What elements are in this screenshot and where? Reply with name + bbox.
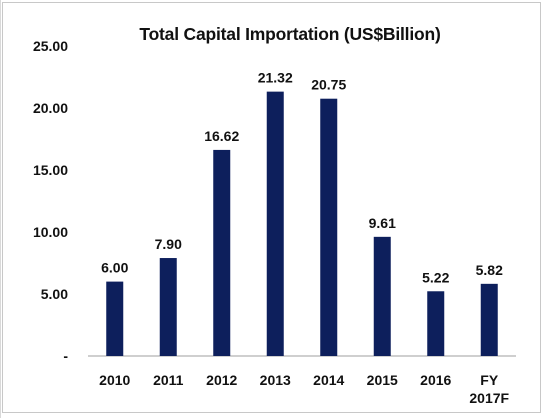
bar bbox=[106, 281, 124, 356]
data-label: 5.82 bbox=[476, 262, 503, 278]
bar bbox=[213, 149, 231, 356]
x-tick-label: 2014 bbox=[313, 372, 344, 388]
x-tick-label: 2012 bbox=[206, 372, 237, 388]
data-label: 9.61 bbox=[369, 215, 396, 231]
x-tick-label: 2017F bbox=[469, 390, 509, 406]
y-tick-label: 25.00 bbox=[33, 38, 68, 54]
bar bbox=[320, 98, 338, 356]
y-tick-label: 5.00 bbox=[41, 286, 68, 302]
data-label: 5.22 bbox=[422, 269, 449, 285]
y-tick-label: 20.00 bbox=[33, 100, 68, 116]
y-tick-label: 15.00 bbox=[33, 162, 68, 178]
y-tick-label: - bbox=[63, 348, 68, 364]
x-tick-label: 2010 bbox=[99, 372, 130, 388]
bar bbox=[427, 291, 445, 356]
data-label: 21.32 bbox=[258, 70, 293, 86]
data-label: 7.90 bbox=[155, 236, 182, 252]
x-tick-label: 2011 bbox=[153, 372, 184, 388]
data-label: 16.62 bbox=[204, 128, 239, 144]
bar bbox=[373, 236, 391, 356]
bar bbox=[480, 283, 498, 356]
page-edge-rule bbox=[0, 0, 1, 418]
x-tick-label: FY bbox=[480, 372, 499, 388]
x-tick-label: 2015 bbox=[367, 372, 398, 388]
bar bbox=[266, 91, 284, 356]
data-label: 20.75 bbox=[311, 77, 346, 93]
chart-title: Total Capital Importation (US$Billion) bbox=[139, 24, 441, 44]
y-tick-label: 10.00 bbox=[33, 224, 68, 240]
x-tick-label: 2016 bbox=[420, 372, 451, 388]
data-label: 6.00 bbox=[101, 260, 128, 276]
bar bbox=[159, 258, 177, 356]
x-tick-label: 2013 bbox=[260, 372, 291, 388]
